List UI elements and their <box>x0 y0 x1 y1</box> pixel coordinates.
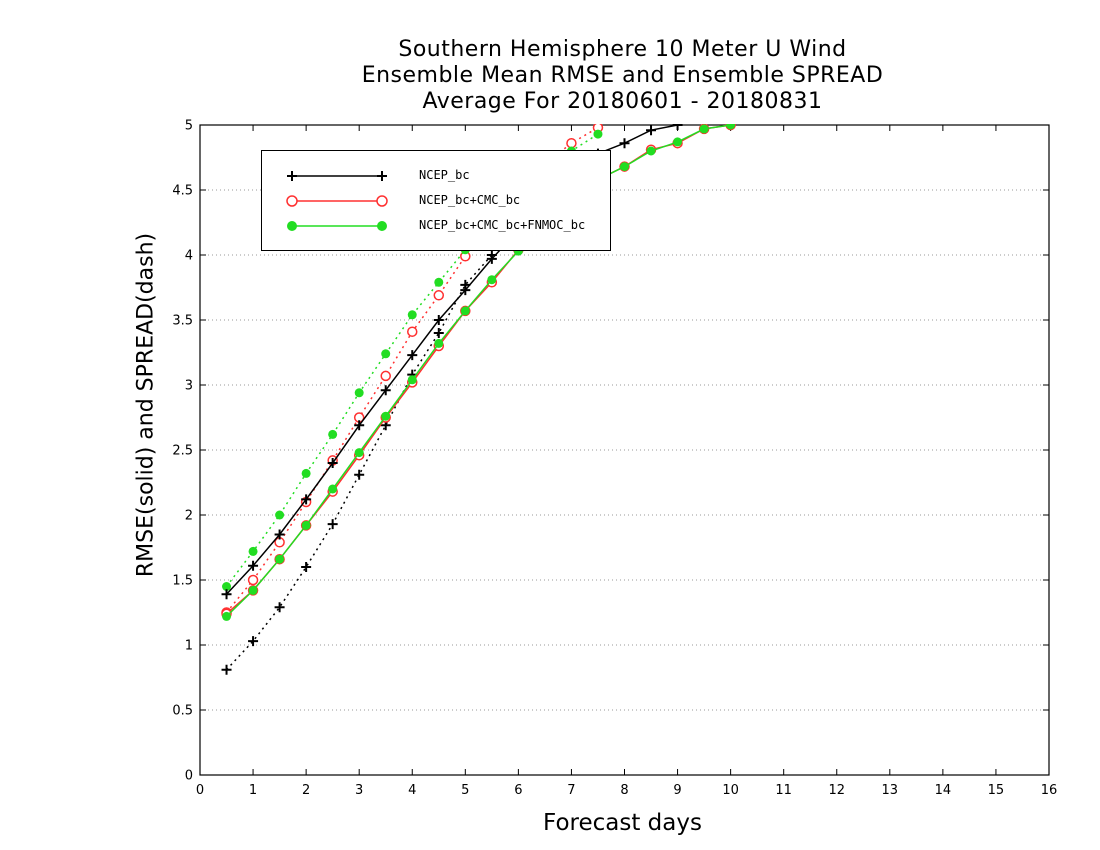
y-axis-label: RMSE(solid) and SPREAD(dash) <box>133 232 159 578</box>
series-0-rmse-point-6 <box>380 385 391 396</box>
series-2-spread-point-1 <box>248 546 258 556</box>
y-tick-label-5: 2.5 <box>172 444 193 459</box>
x-tick-label-13: 13 <box>882 783 899 798</box>
y-tick-label-9: 4.5 <box>172 184 193 199</box>
series-0-spread-point-4 <box>327 519 338 530</box>
series-2-spread-point-4 <box>328 429 338 439</box>
x-tick-label-9: 9 <box>673 783 681 798</box>
series-2-rmse-point-1 <box>248 585 258 595</box>
x-tick-label-0: 0 <box>196 783 204 798</box>
grid-layer <box>200 189 1049 711</box>
series-2-spread-point-5 <box>354 388 364 398</box>
series-0-rmse-point-4 <box>327 458 338 468</box>
x-tick-label-11: 11 <box>775 783 792 798</box>
x-tick-label-8: 8 <box>620 783 628 798</box>
y-tick-label-6: 3 <box>185 379 193 394</box>
series-2-rmse-point-19 <box>726 124 736 130</box>
series-2-rmse-point-18 <box>699 124 709 134</box>
y-tick-label-1: 0.5 <box>172 704 193 719</box>
series-2-rmse-point-10 <box>487 275 497 285</box>
series-0-rmse-point-0 <box>221 589 232 600</box>
series-2-rmse-point-17 <box>673 137 683 147</box>
series-0-spread-point-8 <box>433 328 444 338</box>
y-tick-label-3: 1.5 <box>172 574 193 589</box>
series-2-rmse-point-4 <box>328 484 338 494</box>
series-2-rmse-point-2 <box>275 554 285 564</box>
series-0-spread-point-5 <box>354 469 365 480</box>
x-tick-label-2: 2 <box>302 783 310 798</box>
series-0-rmse-point-3 <box>301 494 312 505</box>
series-0-spread-line <box>225 254 493 671</box>
series-2-rmse-point-7 <box>407 375 417 385</box>
series-2-rmse-point-9 <box>460 306 470 316</box>
series-2-rmse-point-5 <box>354 448 364 458</box>
x-tick-label-12: 12 <box>828 783 845 798</box>
x-tick-label-5: 5 <box>461 783 469 798</box>
legend-symbol-ncep-bc <box>287 171 387 181</box>
series-0-rmse-point-7 <box>407 350 418 361</box>
x-axis-label: Forecast days <box>543 810 702 836</box>
series-1-spread-point-6 <box>380 370 391 382</box>
series-0-rmse-point-8 <box>433 315 444 325</box>
series-2-spread-point-14 <box>593 129 603 139</box>
x-tick-label-1: 1 <box>249 783 257 798</box>
series-2-rmse-point-0 <box>222 611 232 621</box>
x-tick-label-4: 4 <box>408 783 416 798</box>
y-tick-label-8: 4 <box>185 249 193 264</box>
series-2-rmse-point-3 <box>301 520 311 530</box>
series-2-spread-point-2 <box>275 510 285 520</box>
series-1-spread-point-8 <box>433 290 445 301</box>
series-0-rmse-point-2 <box>274 529 285 540</box>
chart-title-line-1: Southern Hemisphere 10 Meter U Wind <box>398 37 847 62</box>
series-0-rmse-point-17 <box>672 124 683 130</box>
series-2-spread-point-3 <box>301 468 311 478</box>
series-1-spread-point-1 <box>247 574 259 586</box>
x-tick-label-10: 10 <box>722 783 739 798</box>
series-0-rmse-point-10 <box>486 253 497 264</box>
legend-symbol-ncep-cmc <box>286 195 388 207</box>
legend-label-ncep-cmc-fnmoc: NCEP_bc+CMC_bc+FNMOC_bc <box>419 218 586 232</box>
series-0-rmse-point-15 <box>619 138 630 149</box>
y-tick-label-0: 0 <box>185 769 193 784</box>
series-0-spread-point-1 <box>248 636 259 647</box>
series-2-spread-point-6 <box>381 349 391 359</box>
x-tick-label-16: 16 <box>1041 783 1058 798</box>
x-tick-label-15: 15 <box>988 783 1005 798</box>
series-0-spread-point-2 <box>274 602 285 613</box>
series-0-rmse-point-5 <box>354 420 365 431</box>
series-0-rmse-point-16 <box>646 125 657 136</box>
series-2-rmse-point-6 <box>381 411 391 421</box>
x-tick-label-3: 3 <box>355 783 363 798</box>
y-tick-label-10: 5 <box>185 119 193 134</box>
series-0-spread-point-3 <box>301 562 312 572</box>
series-0-rmse-point-1 <box>248 560 259 571</box>
legend-label-ncep-cmc: NCEP_bc+CMC_bc <box>419 193 521 207</box>
series-1-spread-point-7 <box>407 326 418 337</box>
series-2-spread-point-7 <box>407 310 417 320</box>
legend: NCEP_bc NCEP_bc+CMC_bc NCEP_bc+CMC_bc+FN… <box>261 150 611 251</box>
series-2-rmse-point-15 <box>620 162 629 172</box>
y-tick-label-2: 1 <box>185 639 193 654</box>
chart-title-line-3: Average For 20180601 - 20180831 <box>422 89 823 114</box>
series-0-spread-point-0 <box>221 664 232 675</box>
axes-layer: 0 1 2 3 4 5 6 7 8 9 10 11 12 13 14 15 1600.511.522.533.5… <box>172 119 1057 799</box>
series-2-rmse-point-16 <box>646 146 656 156</box>
series-2-spread-point-8 <box>434 277 444 287</box>
legend-symbol-ncep-cmc-fnmoc <box>287 221 387 231</box>
series-2-spread-point-0 <box>222 582 232 591</box>
y-tick-label-4: 2 <box>185 509 193 524</box>
x-tick-label-6: 6 <box>514 783 522 798</box>
y-tick-label-7: 3.5 <box>172 314 193 329</box>
series-0-spread <box>221 250 497 675</box>
series-1-spread-point-13 <box>566 137 577 149</box>
series-2-rmse-point-8 <box>434 338 444 348</box>
x-tick-label-7: 7 <box>567 783 575 798</box>
series-2-rmse-line <box>225 124 731 617</box>
x-tick-label-14: 14 <box>935 783 952 798</box>
legend-symbols <box>286 171 388 231</box>
chart-title-line-2: Ensemble Mean RMSE and Ensemble SPREAD <box>361 63 884 88</box>
legend-label-ncep-bc: NCEP_bc <box>419 168 470 182</box>
series-0-rmse-point-9 <box>460 285 471 296</box>
